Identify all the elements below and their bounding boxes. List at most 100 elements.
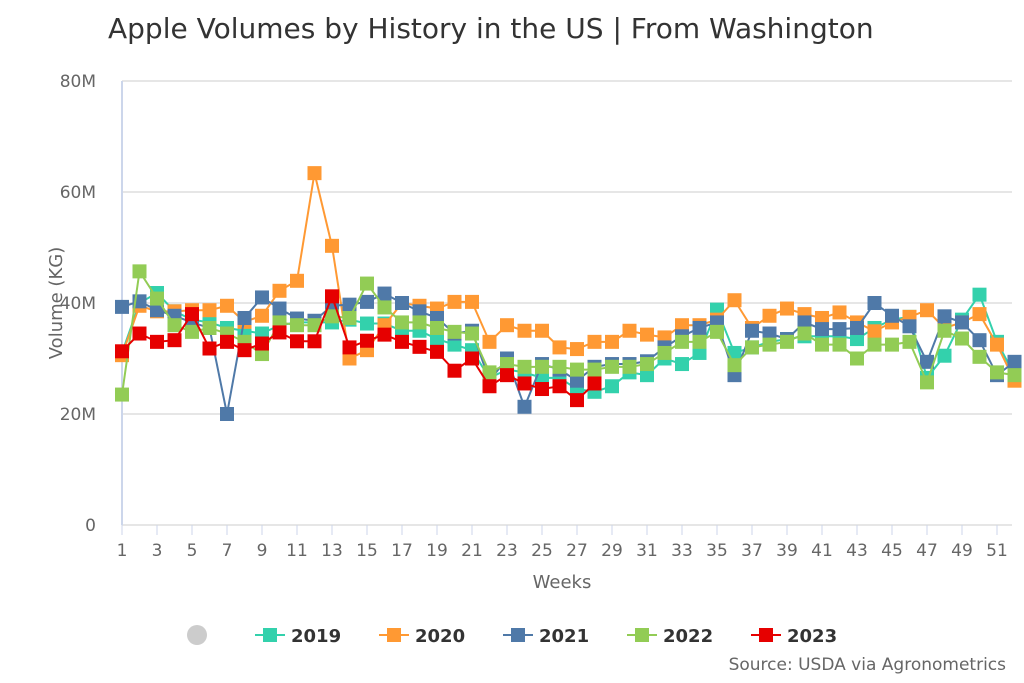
- data-point-2021: [220, 407, 234, 421]
- data-point-2022: [780, 334, 794, 349]
- data-point-2020: [587, 334, 602, 349]
- legend-item-2023[interactable]: 2023: [751, 626, 837, 647]
- x-tick-label: 47: [916, 541, 938, 561]
- data-point-2019: [937, 348, 952, 363]
- data-point-2021: [395, 296, 409, 310]
- series-line-2023: [121, 293, 596, 402]
- data-point-2019: [972, 287, 987, 302]
- x-tick-label: 17: [391, 541, 413, 561]
- legend-label: 2023: [787, 626, 837, 647]
- data-point-2023: [500, 368, 514, 383]
- data-point-2023: [360, 333, 374, 348]
- data-point-2022: [465, 326, 479, 341]
- data-point-2023: [220, 334, 234, 349]
- x-tick-label: 29: [601, 541, 623, 561]
- data-point-2022: [535, 359, 549, 374]
- legend-marker: [511, 628, 525, 642]
- data-point-2022: [850, 351, 864, 366]
- data-point-2023: [307, 334, 322, 349]
- x-tick-label: 33: [671, 541, 693, 561]
- data-point-2023: [272, 325, 287, 340]
- data-point-2023: [535, 382, 549, 397]
- x-tick-label: 43: [846, 541, 868, 561]
- data-point-2022: [342, 310, 357, 325]
- data-point-2021: [867, 296, 882, 310]
- data-point-2022: [867, 337, 882, 352]
- data-point-2020: [307, 166, 322, 181]
- data-point-2023: [517, 376, 532, 391]
- data-point-2022: [500, 357, 514, 372]
- data-point-2020: [815, 310, 829, 325]
- data-point-2023: [342, 340, 357, 355]
- data-point-2020: [517, 323, 532, 338]
- legend-label: 2020: [415, 626, 465, 647]
- data-point-2021: [920, 354, 934, 369]
- data-point-2022: [762, 337, 777, 352]
- y-tick-label: 40M: [60, 294, 96, 314]
- data-point-2021: [115, 299, 129, 314]
- legend-item-2019[interactable]: 2019: [255, 626, 341, 647]
- x-tick-label: 41: [811, 541, 833, 561]
- legend-marker: [387, 628, 401, 642]
- data-point-2020: [570, 342, 584, 357]
- data-point-2021: [412, 304, 427, 319]
- x-tick-label: 7: [222, 541, 233, 561]
- source-credit: Source: USDA via Agronometrics: [728, 655, 1006, 675]
- legend-toggle-icon[interactable]: [187, 625, 207, 645]
- data-point-2019: [692, 345, 707, 360]
- data-point-2023: [412, 339, 427, 354]
- legend-item-2020[interactable]: 2020: [379, 626, 465, 647]
- data-point-2020: [780, 301, 794, 316]
- data-point-2022: [1007, 368, 1022, 383]
- data-point-2020: [290, 273, 304, 288]
- data-point-2023: [132, 326, 147, 341]
- data-point-2022: [710, 324, 724, 339]
- x-tick-label: 31: [636, 541, 658, 561]
- data-point-2020: [272, 283, 287, 298]
- data-point-2021: [692, 320, 707, 335]
- y-axis-title: Volume (KG): [46, 247, 67, 359]
- legend-marker: [635, 628, 649, 642]
- data-point-2022: [797, 326, 812, 341]
- data-point-2023: [185, 307, 199, 322]
- data-point-2022: [517, 359, 532, 374]
- data-point-2022: [447, 324, 462, 339]
- data-point-2019: [675, 357, 689, 372]
- legend-marker: [759, 628, 773, 642]
- legend-item-2022[interactable]: 2022: [627, 626, 713, 647]
- data-point-2022: [552, 359, 567, 374]
- data-point-2021: [937, 309, 952, 324]
- x-tick-label: 9: [257, 541, 268, 561]
- chart-title: Apple Volumes by History in the US | Fro…: [108, 12, 874, 45]
- data-point-2022: [745, 340, 759, 355]
- data-point-2021: [850, 320, 864, 335]
- data-point-2022: [972, 349, 987, 364]
- data-point-2020: [465, 294, 479, 309]
- data-point-2022: [605, 359, 619, 374]
- data-point-2019: [430, 332, 444, 347]
- data-point-2019: [605, 379, 619, 394]
- series-2023: [115, 289, 602, 408]
- series-line-2021: [121, 292, 1016, 415]
- data-point-2022: [132, 264, 147, 279]
- legend-label: 2022: [663, 626, 713, 647]
- y-tick-label: 80M: [60, 72, 96, 92]
- legend-label: 2021: [539, 626, 589, 647]
- data-point-2020: [762, 308, 777, 323]
- data-point-2023: [150, 334, 164, 349]
- data-point-2020: [202, 303, 217, 318]
- data-point-2022: [727, 358, 742, 373]
- x-tick-label: 15: [356, 541, 378, 561]
- x-tick-label: 27: [566, 541, 588, 561]
- data-point-2022: [955, 331, 969, 346]
- legend-item-2021[interactable]: 2021: [503, 626, 589, 647]
- data-point-2021: [955, 315, 969, 330]
- data-point-2023: [325, 289, 339, 304]
- data-point-2023: [377, 327, 392, 342]
- data-point-2021: [272, 301, 287, 316]
- data-point-2020: [325, 238, 339, 253]
- data-point-2020: [342, 351, 357, 366]
- data-point-2023: [587, 376, 602, 391]
- data-point-2023: [237, 343, 252, 358]
